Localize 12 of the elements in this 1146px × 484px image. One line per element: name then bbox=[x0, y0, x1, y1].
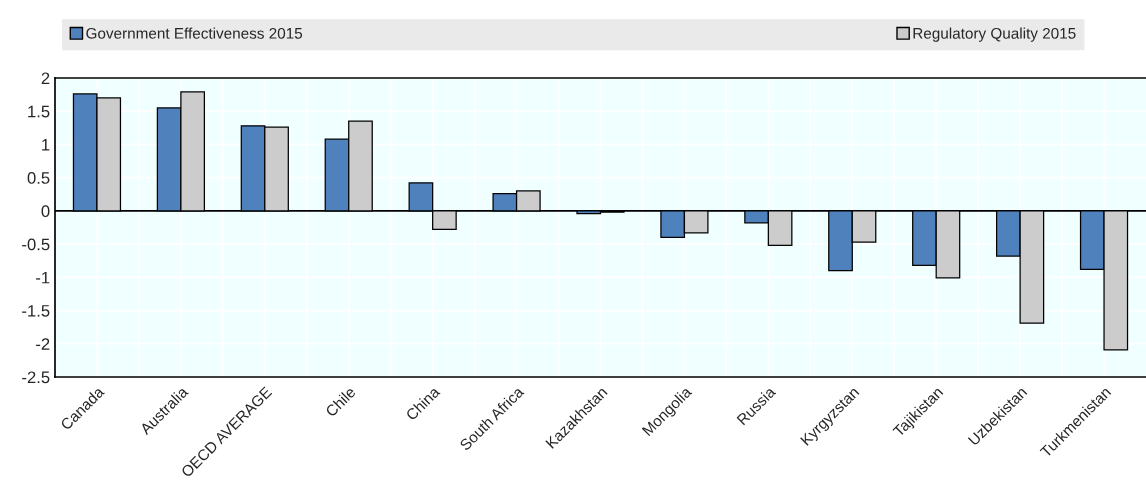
y-tick-label: 0 bbox=[41, 205, 50, 218]
legend-label: Regulatory Quality 2015 bbox=[913, 27, 1076, 42]
y-tick-label: 1 bbox=[42, 139, 50, 151]
y-tick-label: -0.5 bbox=[22, 238, 50, 251]
y-tick-label: -2.5 bbox=[22, 371, 50, 384]
y-tick-label: -1.5 bbox=[22, 305, 50, 317]
y-tick-label: -1 bbox=[36, 271, 50, 284]
y-tick-label: 1.5 bbox=[28, 105, 50, 118]
y-tick-label: 0.5 bbox=[27, 172, 50, 184]
y-tick-label: 2 bbox=[41, 72, 50, 85]
y-tick-label: -2 bbox=[36, 338, 50, 350]
legend-label: Government Effectiveness 2015 bbox=[86, 27, 303, 39]
